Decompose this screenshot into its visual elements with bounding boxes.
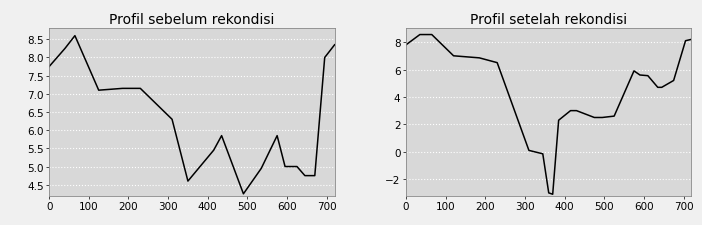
Title: Profil sebelum rekondisi: Profil sebelum rekondisi: [110, 13, 274, 27]
Title: Profil setelah rekondisi: Profil setelah rekondisi: [470, 13, 628, 27]
